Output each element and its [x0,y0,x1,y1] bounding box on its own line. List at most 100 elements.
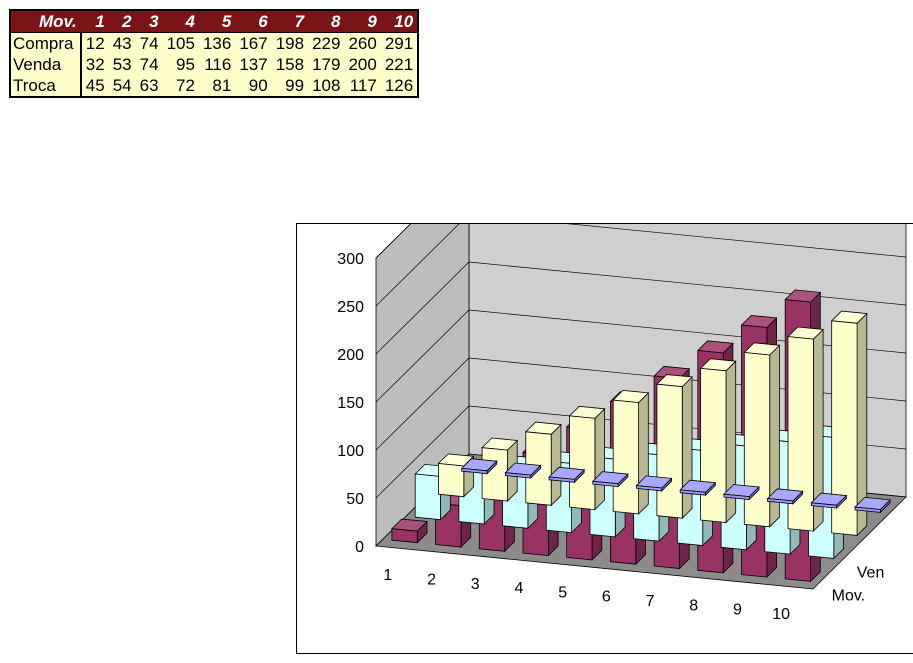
bar-mov-3 [548,466,586,484]
gridline [375,224,907,307]
bar-venda-8 [743,342,781,528]
bar-face [743,352,771,528]
bar-face [504,472,532,479]
y-tick-label: 300 [337,251,364,268]
table-cell: 105 [162,32,199,54]
bar-mov-7 [723,484,760,501]
bar-face [461,467,488,475]
table-cell: 53 [108,54,136,75]
y-tick-label: 200 [337,347,364,364]
bar-face [612,399,640,515]
x-tick-label: 8 [689,597,698,614]
bar-mov-5 [635,475,673,492]
bar-venda-5 [612,389,650,515]
bar-face [569,415,596,511]
bar-mov-10 [854,496,891,514]
y-tick-label: 50 [346,491,364,508]
bar-face [548,476,575,483]
bar-face [437,463,465,498]
table-cell: 95 [162,54,199,75]
bar-face [679,489,706,496]
table-row: Venda 32 53 74 95 116 137 158 179 200 22… [10,54,419,75]
table-cell: 126 [380,75,419,97]
column-header: 1 [80,10,109,33]
table-cell: 200 [344,54,381,75]
table-cell: 74 [135,54,163,75]
table-cell: 158 [271,54,309,75]
bar-face [767,498,794,505]
bar-face [831,320,858,536]
table-cell: 72 [162,75,199,97]
bar-venda-6 [656,374,693,520]
bar-venda-4 [568,405,606,511]
column-header: 6 [235,10,272,33]
bar-mov-2 [504,462,542,479]
row-label: Compra [10,32,82,54]
bar-face [854,506,881,513]
table-cell: 260 [344,32,381,54]
table-cell: 63 [135,75,163,97]
column-header: 7 [271,10,309,33]
table-cell: 43 [108,32,136,54]
bar-venda-2 [481,437,519,502]
table-row: Troca 45 54 63 72 81 90 99 108 117 126 [10,75,419,97]
table-cell: 74 [135,32,163,54]
table-cell: 198 [271,32,309,54]
bar-face [391,528,418,544]
bar-venda-1 [437,453,475,498]
bar-face [700,367,727,523]
table-row: Compra 12 43 74 105 136 167 198 229 260 … [10,32,419,54]
chart-3d-columns: 0 50 100 150 200 250 300 1 2 3 4 5 6 7 8 9 10 Mov. Ven [337,224,907,623]
table-cell: 12 [80,32,109,54]
column-header: 3 [135,10,163,33]
bar-venda-3 [524,421,562,507]
x-tick-label: 2 [427,571,436,588]
row-label: Venda [10,54,82,75]
bar-face [656,383,683,519]
bar-face [723,493,750,500]
bar-venda-10 [830,310,868,537]
bar-face [787,336,814,532]
column-header: 5 [198,10,236,33]
bar-mov-8 [766,488,804,505]
bar-face [550,423,562,507]
table-cell: 45 [80,75,109,97]
table-header-label: Mov. [10,10,81,33]
bar-face [594,407,606,511]
x-tick-label: 1 [383,567,392,584]
table-cell: 108 [308,75,345,97]
table-cell: 32 [80,54,109,75]
bar-compra-1 [391,518,428,544]
depth-axis-label: Ven [857,565,885,582]
bar-face [681,376,693,520]
x-tick-label: 9 [733,602,742,619]
table-cell: 221 [380,54,419,75]
x-tick-label: 7 [646,593,655,610]
gridline [375,261,907,355]
bar-face [810,502,837,509]
table-cell: 117 [344,75,381,97]
bar-face [636,485,663,492]
bar-mov-9 [810,492,848,510]
x-tick-label: 6 [602,589,611,606]
bar-face [481,447,508,502]
column-header: 9 [344,10,381,33]
x-tick-label: 10 [772,606,790,623]
row-label: Troca [10,75,82,97]
y-tick-label: 250 [337,299,364,316]
column-header: 4 [162,10,199,33]
x-tick-label: 5 [558,584,567,601]
gridline [375,224,411,259]
column-header: 2 [108,10,136,33]
column-header: 10 [380,10,419,33]
table-cell: 90 [235,75,272,97]
y-tick-label: 150 [337,395,364,412]
table-cell: 81 [198,75,236,97]
table-cell: 116 [198,54,236,75]
bar-mov-1 [460,458,498,475]
bar-mov-4 [591,471,629,488]
y-tick-label: 100 [337,443,364,460]
x-tick-label: 3 [471,576,480,593]
column-header: 8 [308,10,345,33]
bar-face [638,391,649,515]
